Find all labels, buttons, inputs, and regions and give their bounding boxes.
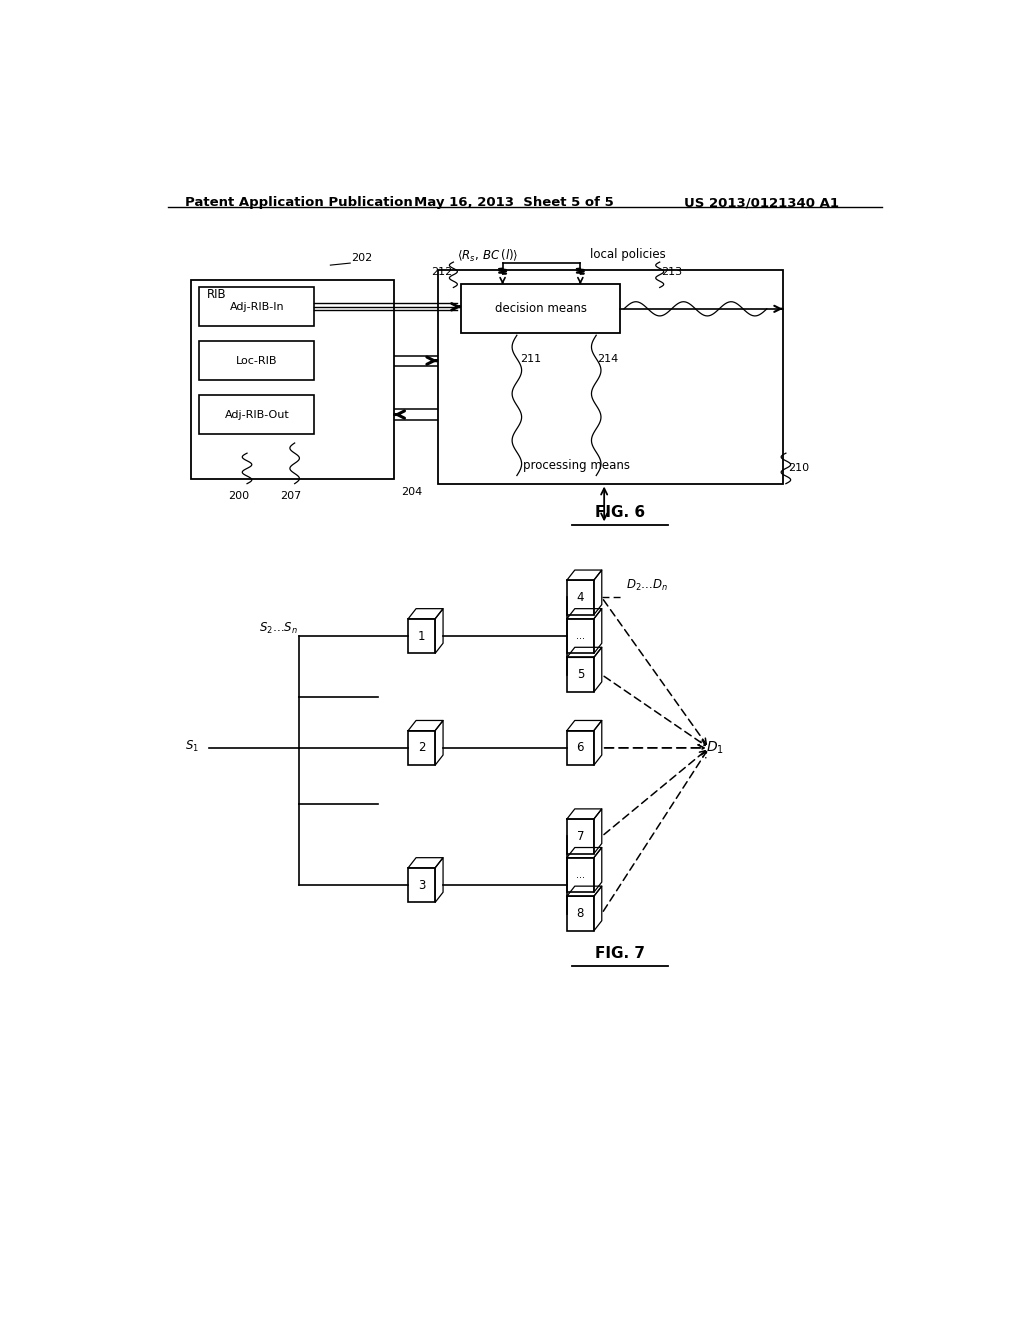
Text: 200: 200 <box>228 491 250 500</box>
Bar <box>567 731 594 766</box>
Text: 8: 8 <box>577 907 584 920</box>
Bar <box>409 867 435 903</box>
Text: Adj-RIB-Out: Adj-RIB-Out <box>224 409 290 420</box>
Bar <box>437 271 782 483</box>
Text: May 16, 2013  Sheet 5 of 5: May 16, 2013 Sheet 5 of 5 <box>414 195 613 209</box>
Text: US 2013/0121340 A1: US 2013/0121340 A1 <box>684 195 839 209</box>
Text: 214: 214 <box>597 354 618 363</box>
Bar <box>200 395 314 434</box>
Text: RIB: RIB <box>207 288 227 301</box>
Text: $S_1$: $S_1$ <box>185 739 199 755</box>
Bar <box>191 280 394 479</box>
Text: FIG. 7: FIG. 7 <box>595 945 645 961</box>
Bar <box>200 288 314 326</box>
Text: 210: 210 <box>788 463 809 474</box>
Bar <box>567 581 594 615</box>
Text: 7: 7 <box>577 830 584 843</box>
Text: 212: 212 <box>431 267 453 277</box>
Text: 1: 1 <box>418 630 425 643</box>
Text: 202: 202 <box>351 253 373 263</box>
Text: 213: 213 <box>662 267 682 277</box>
Text: $D_2 \ldots D_n$: $D_2 \ldots D_n$ <box>626 578 668 593</box>
Bar <box>200 342 314 380</box>
Text: 5: 5 <box>577 668 584 681</box>
Bar <box>409 619 435 653</box>
Text: 204: 204 <box>400 487 422 496</box>
Text: 207: 207 <box>280 491 301 500</box>
Text: ...: ... <box>575 631 585 642</box>
Text: processing means: processing means <box>523 459 630 471</box>
Text: local policies: local policies <box>590 248 666 261</box>
Text: 4: 4 <box>577 591 584 605</box>
Text: Loc-RIB: Loc-RIB <box>237 355 278 366</box>
Bar <box>567 657 594 692</box>
Bar <box>567 619 594 653</box>
Text: $S_2\ldots S_n$: $S_2\ldots S_n$ <box>259 620 298 635</box>
Text: 211: 211 <box>520 354 542 363</box>
Text: $D_1$: $D_1$ <box>707 739 724 756</box>
Bar <box>567 858 594 892</box>
Bar <box>567 818 594 854</box>
Bar <box>567 896 594 931</box>
Text: 6: 6 <box>577 742 584 755</box>
Text: 2: 2 <box>418 742 425 755</box>
Text: $\langle R_s,\, BC\,(l)\rangle$: $\langle R_s,\, BC\,(l)\rangle$ <box>457 248 518 264</box>
Text: Adj-RIB-In: Adj-RIB-In <box>229 302 285 312</box>
Text: 3: 3 <box>418 879 425 891</box>
Text: ...: ... <box>575 870 585 880</box>
Bar <box>409 731 435 766</box>
Text: Patent Application Publication: Patent Application Publication <box>185 195 413 209</box>
Text: decision means: decision means <box>495 302 587 315</box>
Text: FIG. 6: FIG. 6 <box>595 504 645 520</box>
Bar <box>461 284 621 333</box>
